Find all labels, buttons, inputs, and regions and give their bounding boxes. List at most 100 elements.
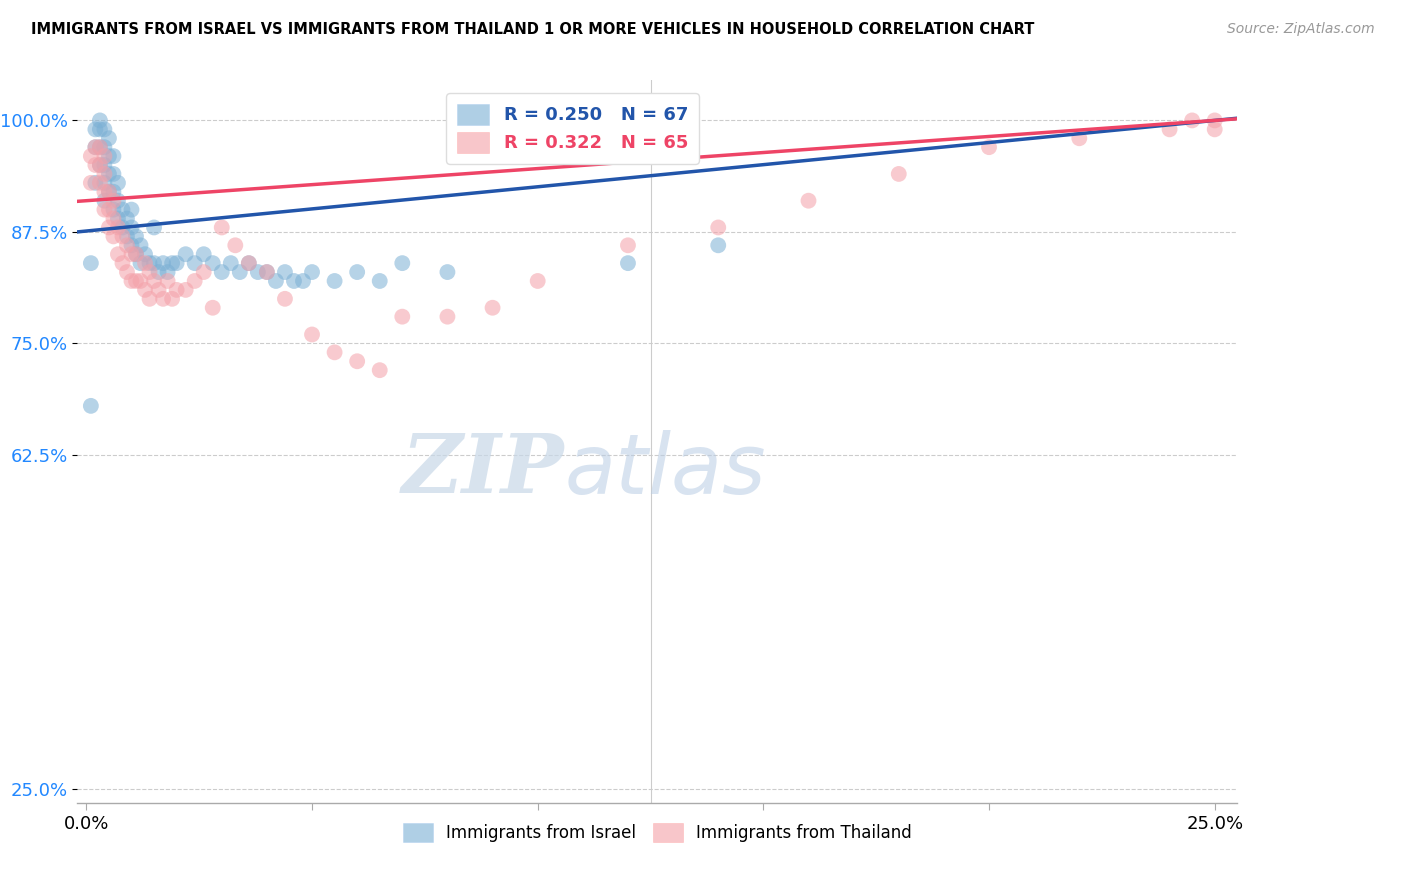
Point <box>93 167 115 181</box>
Point <box>143 274 166 288</box>
Point <box>183 274 205 288</box>
Point <box>211 220 233 235</box>
Point <box>143 256 166 270</box>
Point <box>166 283 188 297</box>
Point <box>391 310 413 324</box>
Point <box>89 140 111 154</box>
Point <box>707 238 730 252</box>
Point <box>129 256 152 270</box>
Point <box>84 176 107 190</box>
Point <box>93 158 115 172</box>
Point <box>107 247 129 261</box>
Point <box>103 185 125 199</box>
Point <box>121 274 143 288</box>
Legend: Immigrants from Israel, Immigrants from Thailand: Immigrants from Israel, Immigrants from … <box>396 816 918 848</box>
Point <box>1159 122 1181 136</box>
Point <box>292 274 315 288</box>
Point <box>201 301 224 315</box>
Point <box>143 220 166 235</box>
Point <box>103 229 125 244</box>
Point <box>156 274 179 288</box>
Point <box>111 229 134 244</box>
Point <box>238 256 260 270</box>
Point <box>129 274 152 288</box>
Point <box>481 301 503 315</box>
Point <box>138 265 160 279</box>
Point <box>224 238 246 252</box>
Point <box>93 122 115 136</box>
Point <box>121 220 143 235</box>
Point <box>80 256 103 270</box>
Point <box>134 256 156 270</box>
Point <box>229 265 252 279</box>
Point <box>103 149 125 163</box>
Point <box>115 229 138 244</box>
Point <box>103 202 125 217</box>
Point <box>89 158 111 172</box>
Point <box>89 176 111 190</box>
Point <box>97 220 120 235</box>
Point <box>121 238 143 252</box>
Point <box>134 283 156 297</box>
Point <box>256 265 278 279</box>
Point <box>93 149 115 163</box>
Point <box>111 202 134 217</box>
Point <box>111 220 134 235</box>
Point <box>97 167 120 181</box>
Point <box>201 256 224 270</box>
Text: ZIP: ZIP <box>402 431 565 510</box>
Point <box>274 292 297 306</box>
Point <box>84 140 107 154</box>
Point <box>391 256 413 270</box>
Point <box>138 292 160 306</box>
Point <box>107 176 129 190</box>
Point <box>125 274 148 288</box>
Point <box>152 256 174 270</box>
Point <box>283 274 305 288</box>
Point <box>80 176 103 190</box>
Text: IMMIGRANTS FROM ISRAEL VS IMMIGRANTS FROM THAILAND 1 OR MORE VEHICLES IN HOUSEHO: IMMIGRANTS FROM ISRAEL VS IMMIGRANTS FRO… <box>31 22 1035 37</box>
Point <box>264 274 287 288</box>
Point <box>93 185 115 199</box>
Point <box>346 354 368 368</box>
Point <box>368 274 391 288</box>
Point <box>1181 113 1204 128</box>
Point <box>93 194 115 208</box>
Point <box>183 256 205 270</box>
Point <box>301 327 323 342</box>
Point <box>526 274 548 288</box>
Point <box>148 265 170 279</box>
Point <box>97 149 120 163</box>
Point <box>125 229 148 244</box>
Point <box>219 256 242 270</box>
Point <box>97 185 120 199</box>
Point <box>977 140 1000 154</box>
Point <box>121 247 143 261</box>
Point <box>89 113 111 128</box>
Point <box>84 158 107 172</box>
Point <box>436 310 458 324</box>
Point <box>256 265 278 279</box>
Point <box>93 176 115 190</box>
Point <box>125 247 148 261</box>
Point <box>97 185 120 199</box>
Point <box>134 247 156 261</box>
Point <box>103 211 125 226</box>
Point <box>617 256 640 270</box>
Point <box>93 140 115 154</box>
Point <box>1204 122 1226 136</box>
Point <box>97 131 120 145</box>
Point <box>238 256 260 270</box>
Point <box>166 256 188 270</box>
Point <box>160 292 183 306</box>
Point <box>89 140 111 154</box>
Point <box>617 238 640 252</box>
Point <box>107 194 129 208</box>
Point <box>111 256 134 270</box>
Point <box>103 194 125 208</box>
Point <box>1204 113 1226 128</box>
Text: atlas: atlas <box>565 430 766 511</box>
Point <box>115 238 138 252</box>
Point <box>80 399 103 413</box>
Point <box>121 202 143 217</box>
